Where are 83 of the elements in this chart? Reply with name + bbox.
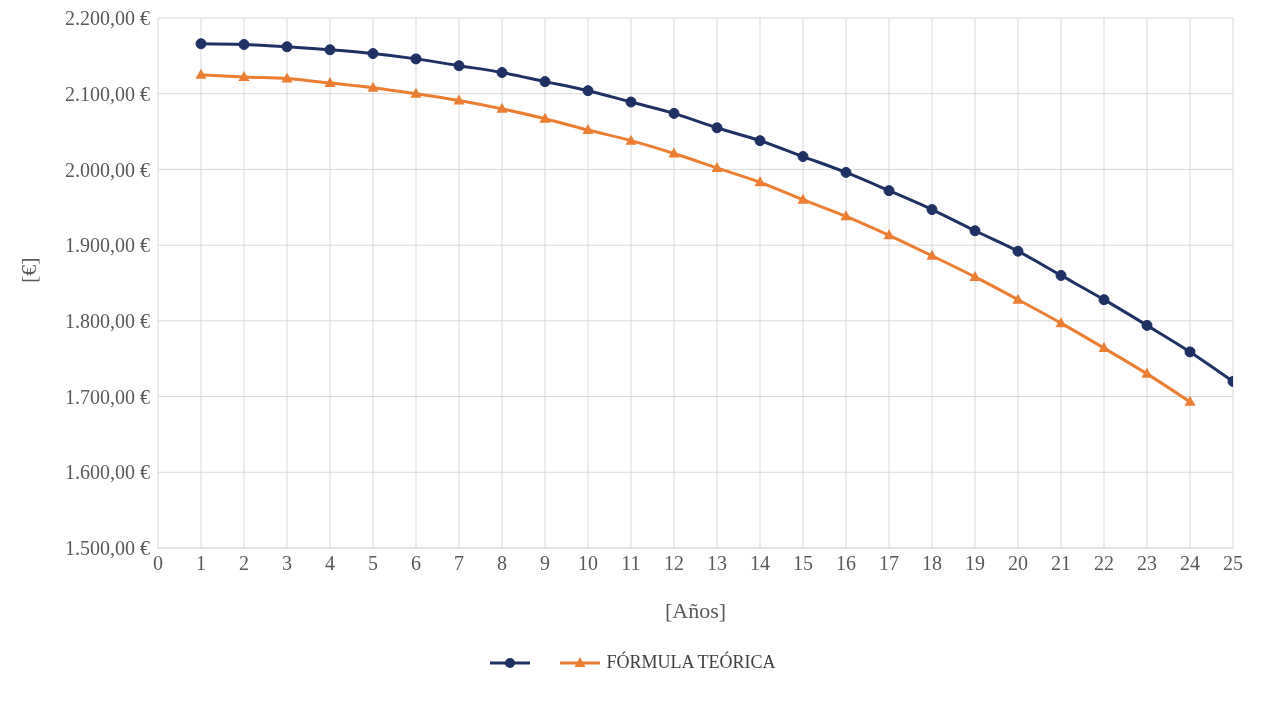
x-tick-label: 0 xyxy=(153,552,163,575)
point xyxy=(969,225,981,237)
point xyxy=(539,112,551,123)
point xyxy=(1012,245,1024,257)
x-tick-label: 6 xyxy=(411,552,421,575)
y-tick-label: 1.800,00 € xyxy=(65,309,150,332)
point xyxy=(625,134,637,145)
point xyxy=(711,161,723,172)
point xyxy=(711,122,723,134)
point xyxy=(969,270,981,281)
x-tick-label: 4 xyxy=(325,552,335,575)
point xyxy=(1184,346,1196,358)
x-tick-label: 18 xyxy=(922,552,942,575)
point xyxy=(238,71,250,82)
point xyxy=(883,229,895,240)
point xyxy=(496,102,508,113)
point xyxy=(367,81,379,92)
point xyxy=(840,166,852,178)
point xyxy=(625,96,637,108)
point xyxy=(367,48,379,60)
x-tick-label: 25 xyxy=(1223,552,1243,575)
x-tick-label: 2 xyxy=(239,552,249,575)
point xyxy=(797,193,809,204)
point xyxy=(668,147,680,158)
point xyxy=(453,94,465,105)
point xyxy=(754,176,766,187)
point xyxy=(281,41,293,53)
point xyxy=(1141,319,1153,331)
point xyxy=(754,135,766,147)
point xyxy=(238,39,250,50)
point xyxy=(926,249,938,260)
x-tick-label: 12 xyxy=(664,552,684,575)
point xyxy=(195,38,207,50)
x-tick-label: 15 xyxy=(793,552,813,575)
x-tick-label: 1 xyxy=(196,552,206,575)
y-tick-label: 2.100,00 € xyxy=(65,82,150,105)
x-tick-label: 14 xyxy=(750,552,770,575)
x-tick-label: 5 xyxy=(368,552,378,575)
point xyxy=(410,87,422,98)
point xyxy=(582,124,594,135)
point xyxy=(1184,395,1196,406)
point xyxy=(840,210,852,221)
x-tick-label: 22 xyxy=(1094,552,1114,575)
y-axis-title: [€] xyxy=(15,257,41,283)
point xyxy=(1055,317,1067,328)
x-tick-label: 20 xyxy=(1008,552,1028,575)
x-tick-label: 7 xyxy=(454,552,464,575)
y-tick-label: 1.600,00 € xyxy=(65,461,150,484)
point xyxy=(883,185,895,197)
point xyxy=(1098,294,1110,306)
legend-label: FÓRMULA TEÓRICA xyxy=(606,652,776,673)
x-tick-label: 17 xyxy=(879,552,899,575)
x-tick-label: 10 xyxy=(578,552,598,575)
point xyxy=(453,60,465,72)
x-tick-label: 16 xyxy=(836,552,856,575)
point xyxy=(1012,293,1024,304)
point xyxy=(281,72,293,83)
x-tick-label: 21 xyxy=(1051,552,1071,575)
y-tick-label: 1.500,00 € xyxy=(65,537,150,560)
point xyxy=(410,53,422,65)
point xyxy=(195,68,207,79)
point xyxy=(539,76,551,88)
x-tick-label: 9 xyxy=(540,552,550,575)
y-tick-label: 1.700,00 € xyxy=(65,385,150,408)
y-tick-label: 2.200,00 € xyxy=(65,7,150,30)
x-tick-label: 8 xyxy=(497,552,507,575)
x-tick-label: 11 xyxy=(621,552,641,575)
point xyxy=(324,77,336,88)
x-tick-label: 23 xyxy=(1137,552,1157,575)
point xyxy=(582,85,594,97)
point xyxy=(797,151,809,163)
x-tick-label: 19 xyxy=(965,552,985,575)
point xyxy=(324,44,336,56)
point xyxy=(668,107,680,119)
point xyxy=(926,204,938,216)
x-axis-title: [Años] xyxy=(664,598,727,623)
x-tick-label: 13 xyxy=(707,552,727,575)
y-tick-label: 2.000,00 € xyxy=(65,158,150,181)
x-tick-label: 3 xyxy=(282,552,292,575)
point xyxy=(496,67,508,79)
x-tick-label: 24 xyxy=(1180,552,1200,575)
y-tick-label: 1.900,00 € xyxy=(65,234,150,257)
point xyxy=(1055,269,1067,281)
